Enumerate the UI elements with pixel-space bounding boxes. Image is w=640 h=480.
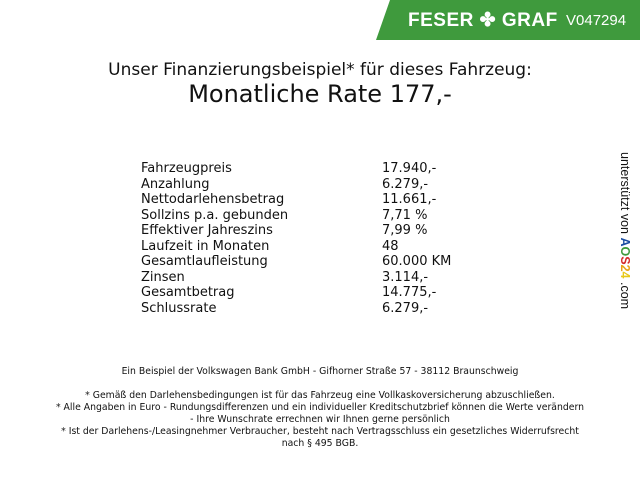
brand-name: FESER	[408, 10, 474, 31]
monthly-rate: Monatliche Rate 177,-	[188, 80, 452, 108]
table-row: Gesamtlaufleistung 60.000 KM	[141, 254, 471, 270]
row-label: Schlussrate	[141, 300, 217, 316]
row-value: 7,71 %	[382, 207, 428, 223]
table-row: Fahrzeugpreis 17.940,-	[141, 161, 471, 177]
row-value: 14.775,-	[382, 285, 437, 300]
row-label: Fahrzeugpreis	[141, 161, 232, 176]
row-label: Effektiver Jahreszins	[141, 223, 273, 238]
bank-info: Ein Beispiel der Volkswagen Bank GmbH - …	[121, 366, 519, 377]
row-value: 17.940,-	[382, 161, 437, 176]
sponsor-suffix: .com	[618, 281, 632, 310]
table-row: Schlussrate 6.279,-	[141, 301, 471, 317]
row-label: Gesamtbetrag	[141, 285, 235, 300]
table-row: Gesamtbetrag 14.775,-	[141, 285, 471, 301]
row-label: Sollzins p.a. gebunden	[141, 207, 289, 223]
clover-icon: ✤	[479, 10, 497, 31]
table-row: Anzahlung 6.279,-	[141, 177, 471, 193]
row-label: Laufzeit in Monaten	[141, 238, 270, 254]
row-label: Nettodarlehensbetrag	[141, 192, 285, 207]
footnote-1: * Gemäß den Darlehensbedingungen ist für…	[85, 390, 555, 401]
footnote-3b: nach § 495 BGB.	[281, 438, 359, 449]
brand-logo: FESER ✤ GRAF	[408, 9, 558, 32]
vehicle-id: V047294	[566, 12, 627, 29]
header-banner	[376, 0, 640, 40]
table-row: Zinsen 3.114,-	[141, 270, 471, 286]
row-value: 48	[382, 238, 399, 254]
footnote-2a: * Alle Angaben in Euro - Rundungsdiffere…	[55, 402, 585, 413]
table-row: Nettodarlehensbetrag 11.661,-	[141, 192, 471, 208]
aos24-logo: AOS24	[618, 237, 632, 279]
table-row: Effektiver Jahreszins 7,99 %	[141, 223, 471, 239]
table-row: Laufzeit in Monaten 48	[141, 239, 471, 255]
row-label: Anzahlung	[141, 176, 210, 192]
brand-name-2: GRAF	[501, 10, 558, 31]
row-value: 3.114,-	[382, 269, 429, 285]
page-title: Unser Finanzierungsbeispiel* für dieses …	[108, 60, 532, 80]
row-value: 7,99 %	[382, 223, 428, 238]
row-value: 6.279,-	[382, 300, 429, 316]
footnote-2b: - Ihre Wunschrate errechnen wir Ihnen ge…	[190, 414, 450, 425]
sponsor-text: unterstützt von	[618, 152, 632, 234]
row-value: 6.279,-	[382, 176, 429, 192]
footnote-3a: * Ist der Darlehens-/Leasingnehmer Verbr…	[61, 426, 579, 437]
finance-table: Fahrzeugpreis 17.940,- Anzahlung 6.279,- Net…	[141, 161, 471, 316]
row-label: Zinsen	[141, 269, 185, 285]
row-value: 60.000 KM	[382, 254, 452, 269]
row-value: 11.661,-	[382, 192, 437, 207]
sponsor-note: unterstützt von AOS24 .com	[618, 152, 632, 309]
row-label: Gesamtlaufleistung	[141, 254, 268, 269]
table-row: Sollzins p.a. gebunden 7,71 %	[141, 208, 471, 224]
